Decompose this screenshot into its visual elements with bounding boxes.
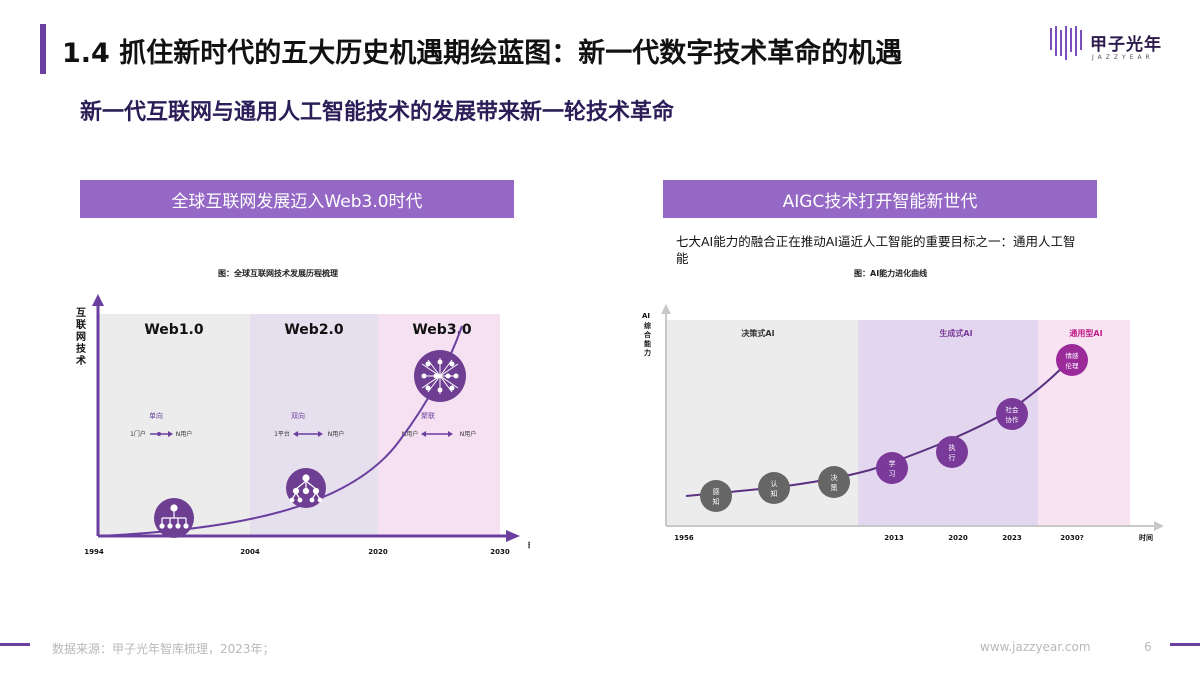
web3-arrowhead-right xyxy=(448,431,453,437)
ability-node-social-collaboration: 社会 协作 xyxy=(996,398,1028,430)
left-caption: 图：全球互联网技术发展历程梳理 xyxy=(218,269,338,278)
web2-arrowhead-left xyxy=(293,431,298,437)
era-title-web2: Web2.0 xyxy=(284,322,344,338)
left-y-label-char: 术 xyxy=(75,354,86,367)
right-year-label: 2013 xyxy=(884,534,904,542)
left-y-label-char: 互 xyxy=(76,307,86,319)
right-y-label-char: 合 xyxy=(643,330,652,339)
ability-node-decision: 决 策 xyxy=(818,466,850,498)
ability-node-cognition: 认 知 xyxy=(758,472,790,504)
ability-node-text: 习 xyxy=(889,470,896,478)
ability-node-text: 社会 xyxy=(1006,405,1020,414)
ai-evolution-diagram: 决策式AI 生成式AI 通用型AI AI 综 合 能 力 感 知 认 知 决 策… xyxy=(642,304,1164,542)
ability-node-text: 学 xyxy=(889,459,896,468)
left-year-label: 2004 xyxy=(240,548,260,556)
left-year-label: 2030 xyxy=(490,548,510,556)
web3-mode-label: 聚联 xyxy=(421,411,435,420)
era-title-web3: Web3.0 xyxy=(412,322,472,338)
right-y-axis-label: AI 综 合 能 力 xyxy=(642,312,653,357)
logo-subtext: JAZZYEAR xyxy=(1092,54,1154,61)
web2-network-icon xyxy=(286,468,326,508)
ability-node-text: 伦理 xyxy=(1066,361,1080,370)
web1-from-label: 1门户 xyxy=(130,430,146,438)
ability-node-perception: 感 知 xyxy=(700,480,732,512)
web2-arrowhead-right xyxy=(318,431,323,437)
right-y-axis-arrowhead xyxy=(661,304,671,314)
web3-arrowhead-left xyxy=(421,431,426,437)
jazzyear-logo xyxy=(1050,26,1082,60)
right-section-heading: AIGC技术打开智能新世代 xyxy=(663,180,1097,218)
footer-url[interactable]: www.jazzyear.com xyxy=(980,640,1091,654)
web-evolution-diagram: Web1.0 Web2.0 Web3.0 单向 双向 聚联 1门户 N用户 1平… xyxy=(75,294,530,556)
web2-mode-label: 双向 xyxy=(291,411,305,420)
stage-label-general: 通用型AI xyxy=(1069,328,1102,338)
footer-accent-right xyxy=(1170,643,1200,646)
ability-node-text: 执 xyxy=(949,443,956,452)
web3-mesh-icon xyxy=(414,350,466,402)
right-description: 七大AI能力的融合正在推动AI逼近人工智能的重要目标之一：通用人工智能 xyxy=(676,234,1076,266)
footer-accent-left xyxy=(0,643,30,646)
web3-from-label: N用户 xyxy=(402,430,419,438)
right-y-label-char: AI xyxy=(642,312,650,320)
logo-text: 甲子光年 xyxy=(1090,35,1162,55)
ability-node-learning: 学 习 xyxy=(876,452,908,484)
right-y-label-char: 力 xyxy=(644,348,651,357)
left-x-axis-label: 时间 xyxy=(528,540,530,550)
title-accent-bar xyxy=(40,24,46,74)
ability-node-text: 行 xyxy=(949,453,956,462)
right-x-axis-label: 时间 xyxy=(1139,533,1153,542)
web2-from-label: 1平台 xyxy=(274,430,290,438)
web1-network-icon xyxy=(154,498,194,538)
web1-to-label: N用户 xyxy=(176,430,193,438)
stage-label-decision: 决策式AI xyxy=(741,328,774,338)
right-caption: 图：AI能力进化曲线 xyxy=(854,269,928,278)
stage-label-generative: 生成式AI xyxy=(939,328,972,338)
right-year-label: 2030? xyxy=(1060,534,1084,542)
footer-source: 数据来源：甲子光年智库梳理，2023年； xyxy=(52,642,275,656)
ability-node-execution: 执 行 xyxy=(936,436,968,468)
web3-era-bg xyxy=(378,314,500,536)
ability-node-emotion-ethics: 情感 伦理 xyxy=(1056,344,1088,376)
left-section-heading: 全球互联网发展迈入Web3.0时代 xyxy=(80,180,514,218)
web1-mode-label: 单向 xyxy=(149,411,163,420)
left-year-label: 1994 xyxy=(84,548,104,556)
web1-arrowhead xyxy=(168,431,173,437)
page-number: 6 xyxy=(1144,640,1152,654)
left-x-axis-arrowhead xyxy=(506,530,520,542)
left-year-label: 2020 xyxy=(368,548,388,556)
web3-to-label: N用户 xyxy=(460,430,477,438)
left-y-label-char: 技 xyxy=(76,342,87,355)
web2-to-label: N用户 xyxy=(328,430,345,438)
right-x-axis-arrowhead xyxy=(1154,521,1164,531)
web1-arrow-dot xyxy=(157,432,161,436)
page-title: 1.4 抓住新时代的五大历史机遇期绘蓝图：新一代数字技术革命的机遇 xyxy=(62,38,903,69)
era-title-web1: Web1.0 xyxy=(144,322,204,338)
right-y-label-char: 能 xyxy=(644,339,651,348)
page-subtitle: 新一代互联网与通用人工智能技术的发展带来新一轮技术革命 xyxy=(80,100,675,125)
ability-node-text: 感 xyxy=(713,487,720,496)
left-y-axis-label: 互 联 网 技 术 xyxy=(75,307,89,367)
ability-node-text: 认 xyxy=(771,479,778,488)
ability-node-text: 情感 xyxy=(1066,351,1080,360)
left-y-label-char: 网 xyxy=(76,331,86,343)
right-year-label: 2023 xyxy=(1002,534,1022,542)
ability-node-text: 协作 xyxy=(1006,415,1020,424)
right-y-label-char: 综 xyxy=(644,321,651,330)
right-year-label: 1956 xyxy=(674,534,694,542)
left-y-label-char: 联 xyxy=(76,318,86,331)
ability-node-text: 知 xyxy=(713,497,720,506)
ability-node-text: 知 xyxy=(771,489,778,498)
ability-node-text: 决 xyxy=(831,473,838,482)
left-y-axis-arrowhead xyxy=(92,294,104,306)
ability-node-text: 策 xyxy=(831,483,838,492)
right-year-label: 2020 xyxy=(948,534,968,542)
